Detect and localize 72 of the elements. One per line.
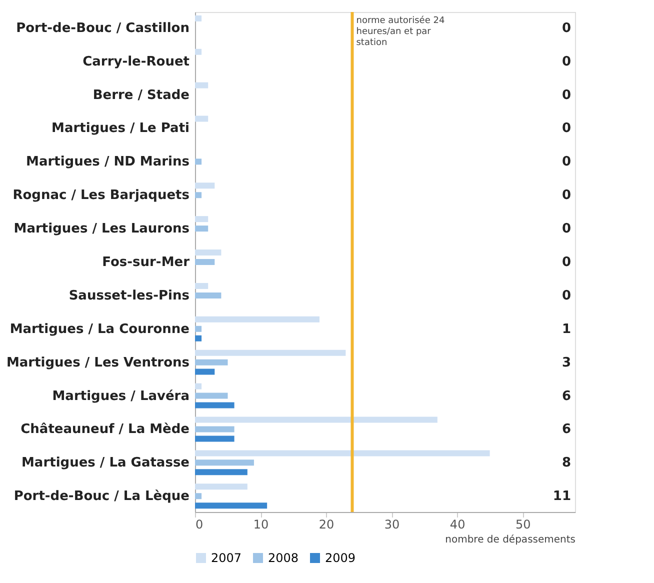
bar xyxy=(195,226,208,232)
x-tick-label: 40 xyxy=(450,518,466,532)
bar xyxy=(195,216,208,222)
bar xyxy=(195,48,202,55)
bar xyxy=(195,469,248,476)
data-label: 11 xyxy=(552,489,571,504)
bar xyxy=(195,116,208,122)
y-tick-label: Rognac / Les Barjaquets xyxy=(12,188,190,204)
x-tick-label: 30 xyxy=(384,518,400,532)
bar xyxy=(195,416,438,423)
data-label: 0 xyxy=(562,188,571,204)
y-tick-label: Martigues / Lavéra xyxy=(52,388,190,404)
x-tick-label: 50 xyxy=(515,518,531,532)
bar xyxy=(195,15,202,22)
bar xyxy=(195,292,222,298)
data-label: 0 xyxy=(562,222,571,237)
y-tick-label: Port-de-Bouc / La Lèque xyxy=(14,489,190,504)
y-tick-label: Sausset-les-Pins xyxy=(68,288,190,304)
data-label: 0 xyxy=(562,54,571,70)
x-tick-label: 20 xyxy=(318,518,334,532)
bar xyxy=(195,259,215,265)
legend-label: 2007 xyxy=(211,551,242,565)
x-tick-label: 0 xyxy=(196,518,204,532)
bar xyxy=(195,350,346,356)
data-label: 8 xyxy=(562,456,571,471)
bar xyxy=(195,316,320,322)
bar xyxy=(195,282,208,289)
bar xyxy=(195,368,215,375)
y-tick-label: Martigues / Les Ventrons xyxy=(6,355,190,370)
bar xyxy=(195,250,222,256)
x-tick-label: 10 xyxy=(253,518,269,532)
legend-label: 2009 xyxy=(325,551,356,565)
data-label: 3 xyxy=(562,355,571,370)
bar xyxy=(195,392,228,399)
bar xyxy=(195,402,234,408)
legend-label: 2008 xyxy=(268,551,299,565)
bar xyxy=(195,326,202,332)
data-label: 0 xyxy=(562,121,571,136)
bar xyxy=(195,192,202,198)
bar xyxy=(195,436,234,442)
bar xyxy=(195,383,202,390)
y-tick-label: Carry-le-Rouet xyxy=(82,54,190,70)
bar xyxy=(195,450,490,456)
data-label: 6 xyxy=(562,388,571,404)
y-tick-label: Martigues / La Couronne xyxy=(10,322,190,337)
y-tick-label: Martigues / Les Laurons xyxy=(14,222,190,237)
bar xyxy=(195,484,248,490)
data-label: 0 xyxy=(562,288,571,304)
y-tick-label: Martigues / La Gatasse xyxy=(21,456,190,471)
data-label: 0 xyxy=(562,88,571,103)
y-tick-label: Martigues / Le Pati xyxy=(52,121,190,136)
y-tick-label: Fos-sur-Mer xyxy=(102,255,190,270)
data-label: 6 xyxy=(562,422,571,438)
bar xyxy=(195,493,202,500)
data-label: 0 xyxy=(562,255,571,270)
bar xyxy=(195,335,202,342)
y-tick-label: Port-de-Bouc / Castillon xyxy=(16,20,190,36)
data-label: 1 xyxy=(562,322,571,337)
data-label: 0 xyxy=(562,20,571,36)
y-tick-label: Berre / Stade xyxy=(92,88,190,103)
data-label: 0 xyxy=(562,154,571,170)
bar xyxy=(195,460,254,466)
bar xyxy=(195,82,208,88)
bar xyxy=(195,359,228,366)
bar xyxy=(195,502,268,509)
ref-line-label: norme autorisée 24 heures/an et par station xyxy=(356,15,445,48)
bar xyxy=(195,182,215,189)
y-tick-label: Martigues / ND Marins xyxy=(26,154,190,170)
bar xyxy=(195,426,234,432)
bar xyxy=(195,158,202,165)
x-axis-title: nombre de dépassements xyxy=(445,534,576,546)
y-tick-label: Châteauneuf / La Mède xyxy=(20,422,190,438)
